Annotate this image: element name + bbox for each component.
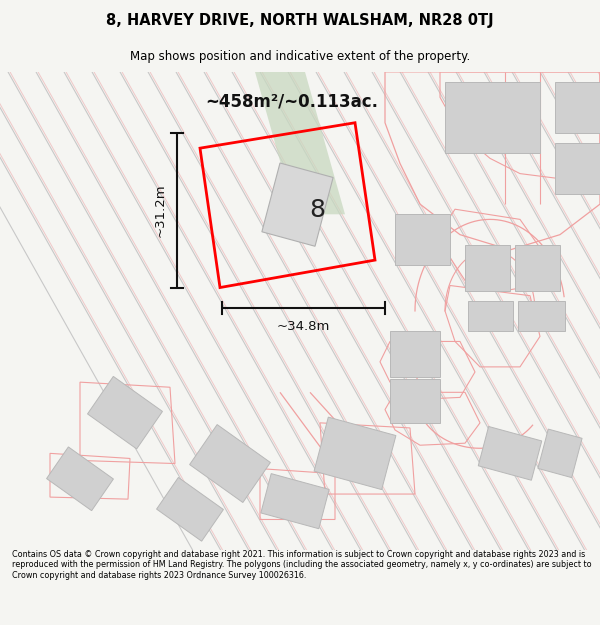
Polygon shape [555, 82, 600, 133]
Text: Contains OS data © Crown copyright and database right 2021. This information is : Contains OS data © Crown copyright and d… [12, 550, 592, 580]
Text: Map shows position and indicative extent of the property.: Map shows position and indicative extent… [130, 49, 470, 62]
Text: 8, HARVEY DRIVE, NORTH WALSHAM, NR28 0TJ: 8, HARVEY DRIVE, NORTH WALSHAM, NR28 0TJ [106, 12, 494, 28]
Text: ~31.2m: ~31.2m [154, 183, 167, 237]
Polygon shape [395, 214, 450, 265]
Text: 8: 8 [310, 198, 325, 222]
Polygon shape [262, 163, 333, 246]
Polygon shape [314, 417, 396, 489]
Polygon shape [390, 379, 440, 423]
Polygon shape [465, 245, 510, 291]
Polygon shape [515, 245, 560, 291]
Text: ~458m²/~0.113ac.: ~458m²/~0.113ac. [205, 92, 378, 111]
Polygon shape [518, 301, 565, 331]
Text: ~34.8m: ~34.8m [277, 320, 330, 333]
Polygon shape [255, 72, 345, 214]
Polygon shape [478, 426, 542, 480]
Polygon shape [445, 82, 540, 153]
Polygon shape [390, 331, 440, 377]
Polygon shape [468, 301, 513, 331]
Polygon shape [555, 143, 600, 194]
Polygon shape [261, 474, 329, 529]
Polygon shape [538, 429, 582, 478]
Polygon shape [88, 376, 163, 449]
Polygon shape [190, 424, 271, 503]
Polygon shape [47, 447, 113, 511]
Polygon shape [157, 478, 223, 541]
